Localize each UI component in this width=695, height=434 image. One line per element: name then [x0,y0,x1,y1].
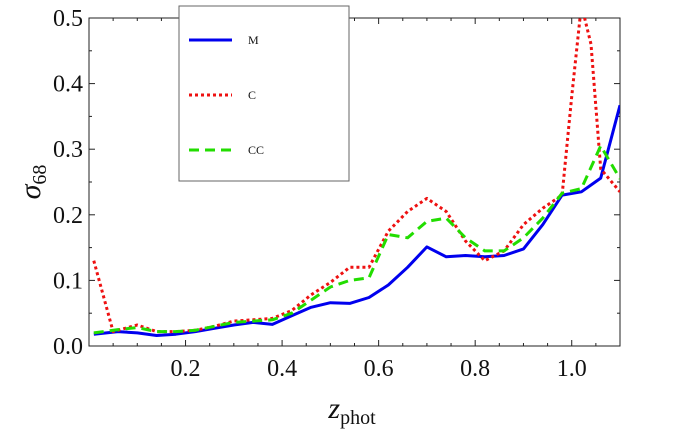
x-tick-label: 0.8 [460,356,490,382]
y-tick-label: 0.1 [53,268,83,294]
x-tick-label: 0.4 [267,356,297,382]
x-tick-label: 0.6 [364,356,394,382]
x-tick-label: 1.0 [557,356,587,382]
y-axis-label: σ68 [14,165,51,200]
y-axis-label-main: σ [14,183,47,199]
legend-label-c: C [248,88,256,102]
x-axis-label-sub: phot [340,407,376,429]
series-line-cc [93,144,620,335]
y-tick-label: 0.4 [53,72,83,98]
y-tick-label: 0.3 [53,137,83,163]
plot-frame [88,17,621,347]
legend-label-cc: CC [248,143,264,157]
x-axis-label: zphot [327,392,376,429]
y-tick-label: 0.0 [53,334,83,360]
legend-label-m: M [248,33,259,47]
series-line-m [93,104,620,337]
y-axis-label-sub: 68 [29,165,51,185]
x-axis-label-main: z [327,392,340,425]
y-axis-ticks: 0.0 0.1 0.2 0.3 0.4 0.5 [53,6,620,360]
y-tick-label: 0.2 [53,203,83,229]
y-tick-label: 0.5 [53,6,83,32]
series-layer [92,18,620,337]
series-line-c [92,18,620,334]
x-axis-ticks: 0.2 0.4 0.6 0.8 1.0 [112,18,597,382]
x-tick-label: 0.2 [171,356,201,382]
